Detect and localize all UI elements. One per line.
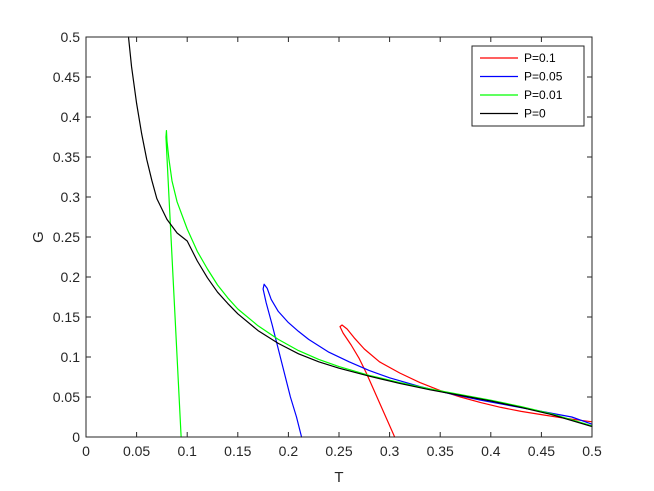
y-tick-label: 0.2 bbox=[61, 269, 81, 285]
x-tick-label: 0.05 bbox=[123, 443, 150, 459]
series-layer bbox=[127, 36, 593, 438]
legend-label: P=0.01 bbox=[524, 88, 563, 102]
x-tick-label: 0.35 bbox=[427, 443, 454, 459]
x-tick-label: 0.2 bbox=[279, 443, 299, 459]
legend-label: P=0.1 bbox=[524, 51, 556, 65]
y-tick-label: 0.45 bbox=[53, 69, 80, 85]
y-tick-label: 0.25 bbox=[53, 229, 80, 245]
x-axis-label: T bbox=[334, 469, 343, 486]
y-tick-label: 0.15 bbox=[53, 309, 80, 325]
y-tick-label: 0 bbox=[72, 429, 80, 445]
y-axis-ticks: 0 0.05 0.1 0.15 0.2 0.25 0.3 0.35 0.4 0.45 0.5 bbox=[53, 29, 592, 445]
x-tick-label: 0.25 bbox=[325, 443, 352, 459]
y-tick-label: 0.35 bbox=[53, 149, 80, 165]
legend-label: P=0.05 bbox=[524, 70, 563, 84]
legend-label: P=0 bbox=[524, 107, 546, 121]
y-tick-label: 0.4 bbox=[61, 109, 81, 125]
x-axis-ticks: 0 0.05 0.1 0.15 0.2 0.25 0.3 0.35 0.4 0.45 0.5 bbox=[82, 37, 602, 459]
y-tick-label: 0.3 bbox=[61, 189, 81, 205]
x-tick-label: 0.4 bbox=[481, 443, 501, 459]
x-tick-label: 0.5 bbox=[582, 443, 602, 459]
x-tick-label: 0.45 bbox=[528, 443, 555, 459]
series-line-1 bbox=[262, 283, 593, 438]
y-tick-label: 0.5 bbox=[61, 29, 81, 45]
y-tick-label: 0.1 bbox=[61, 349, 81, 365]
x-tick-label: 0 bbox=[82, 443, 90, 459]
x-tick-label: 0.1 bbox=[177, 443, 197, 459]
series-line-3 bbox=[127, 36, 593, 428]
x-tick-label: 0.3 bbox=[380, 443, 400, 459]
legend: P=0.1 P=0.05 P=0.01 P=0 bbox=[471, 45, 585, 127]
legend-box bbox=[471, 45, 585, 127]
x-tick-label: 0.15 bbox=[224, 443, 251, 459]
y-axis-label: G bbox=[30, 231, 47, 243]
y-tick-label: 0.05 bbox=[53, 389, 80, 405]
